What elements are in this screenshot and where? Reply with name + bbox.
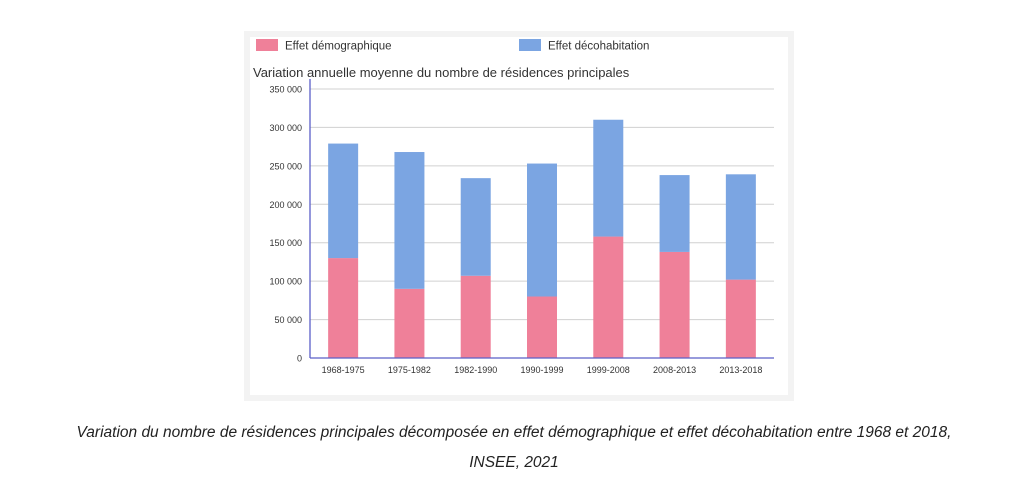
y-tick-label: 300 000 [269, 123, 302, 133]
y-tick-label: 150 000 [269, 238, 302, 248]
legend-swatch-2 [519, 39, 541, 51]
x-tick-label: 2013-2018 [719, 365, 762, 375]
bar-decohabitation-1999-2008 [593, 119, 624, 237]
legend-label-2: Effet décohabitation [548, 41, 649, 53]
y-tick-label: 100 000 [269, 277, 302, 287]
bar-decohabitation-1990-1999 [527, 163, 557, 297]
bar-decohabitation-2013-2018 [725, 174, 756, 280]
bar-decohabitation-2008-2013 [659, 175, 690, 252]
legend-label-1: Effet démographique [285, 41, 392, 53]
x-tick-label: 2008-2013 [653, 365, 696, 375]
bar-demographique-1975-1982 [394, 288, 425, 358]
bar-demographique-1990-1999 [527, 296, 557, 358]
x-tick-label: 1990-1999 [520, 365, 563, 375]
figure-caption-line-1: Variation du nombre de résidences princi… [76, 424, 952, 441]
legend-swatch-1 [256, 39, 278, 51]
y-tick-label: 0 [297, 354, 302, 364]
stacked-bar-chart: Effet démographique Effet décohabitation V… [253, 39, 774, 375]
bar-decohabitation-1975-1982 [394, 152, 425, 289]
y-tick-label: 200 000 [269, 200, 302, 210]
bar-demographique-1982-1990 [460, 275, 491, 358]
chart-title: Variation annuelle moyenne du nombre de … [253, 65, 630, 80]
chart-frame: Effet démographique Effet décohabitation V… [244, 31, 794, 401]
y-tick-label: 350 000 [269, 85, 302, 95]
bar-decohabitation-1982-1990 [460, 178, 491, 276]
bar-demographique-2008-2013 [659, 251, 690, 358]
x-tick-label: 1975-1982 [388, 365, 431, 375]
x-tick-label: 1968-1975 [322, 365, 365, 375]
y-tick-label: 250 000 [269, 161, 302, 171]
bar-demographique-1999-2008 [593, 236, 624, 358]
chart-panel: Effet démographique Effet décohabitation V… [250, 37, 788, 395]
x-tick-label: 1999-2008 [587, 365, 630, 375]
bar-demographique-1968-1975 [328, 258, 359, 358]
figure-caption-line-2: INSEE, 2021 [469, 454, 559, 471]
y-tick-label: 50 000 [274, 315, 302, 325]
bar-decohabitation-1968-1975 [328, 143, 359, 259]
x-tick-label: 1982-1990 [454, 365, 497, 375]
bar-demographique-2013-2018 [725, 279, 756, 358]
